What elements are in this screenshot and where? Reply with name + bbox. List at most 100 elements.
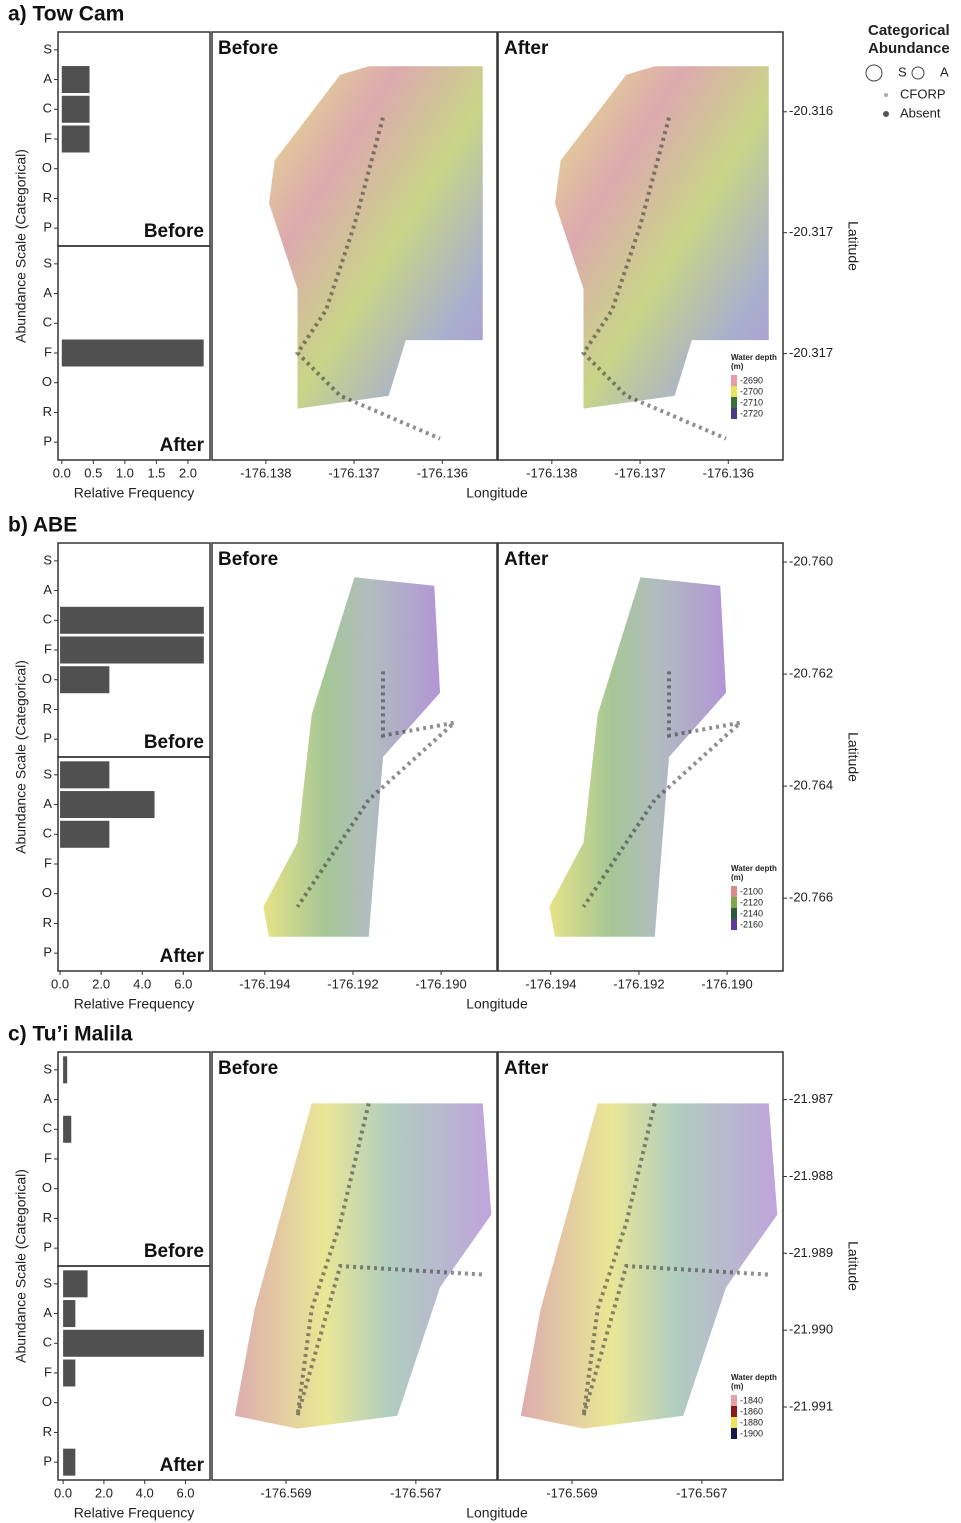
facet-panel [58, 1266, 210, 1480]
bar [63, 1449, 75, 1476]
y-tick-label: P [43, 1454, 52, 1469]
depth-tick-label: -2160 [740, 919, 763, 929]
legend-title: Categorical Abundance [868, 22, 961, 58]
x-tick-label: -176.190 [701, 976, 752, 991]
depth-tick-label: -2700 [740, 386, 763, 396]
y-tick-label: -20.317 [789, 224, 833, 239]
legend-marker [885, 94, 888, 97]
y-tick-label: -21.988 [789, 1168, 833, 1183]
x-tick-label: -176.138 [240, 465, 291, 480]
x-tick-label: -176.136 [417, 465, 468, 480]
x-tick-label: 4.0 [136, 1485, 154, 1500]
y-axis-label: Abundance Scale (Categorical) [13, 1169, 29, 1363]
bathymetry [269, 66, 483, 408]
x-tick-label: 0.5 [84, 465, 102, 480]
depth-swatch [731, 1406, 737, 1417]
depth-swatch [731, 886, 737, 897]
bar [63, 1330, 204, 1357]
y-axis-label: Latitude [845, 732, 861, 782]
x-tick-label: -176.190 [415, 976, 466, 991]
y-axis-label: Latitude [845, 221, 861, 271]
legend-marker [912, 67, 924, 79]
depth-legend-title: Water depth (m) [731, 1373, 779, 1391]
x-axis-label: Longitude [466, 485, 528, 501]
x-tick-label: 0.0 [51, 976, 69, 991]
y-tick-label: A [43, 285, 52, 300]
y-tick-label: -20.762 [789, 666, 833, 681]
depth-swatch [731, 1395, 737, 1406]
y-tick-label: S [43, 552, 52, 567]
x-tick-label: 1.0 [116, 465, 134, 480]
bar [60, 821, 109, 848]
bar [63, 1360, 75, 1387]
x-tick-label: -176.192 [327, 976, 378, 991]
bar [60, 761, 109, 788]
x-tick-label: 2.0 [92, 976, 110, 991]
x-tick-label: 2.0 [179, 465, 197, 480]
facet-label: After [160, 1455, 205, 1476]
x-tick-label: -176.567 [390, 1485, 441, 1500]
depth-legend-title: Water depth (m) [731, 864, 779, 882]
legend-label: CFORP [900, 86, 946, 101]
depth-tick-label: -2690 [740, 375, 763, 385]
y-tick-label: S [43, 1275, 52, 1290]
legend-label: Absent [900, 105, 941, 120]
y-tick-label: F [44, 855, 52, 870]
y-tick-label: S [43, 766, 52, 781]
x-axis-label: Longitude [466, 996, 528, 1012]
depth-swatch [731, 397, 737, 408]
y-tick-label: S [43, 41, 52, 56]
y-tick-label: P [43, 945, 52, 960]
y-tick-label: A [43, 796, 52, 811]
y-tick-label: F [44, 344, 52, 359]
x-tick-label: -176.567 [676, 1485, 727, 1500]
depth-tick-label: -2120 [740, 897, 763, 907]
y-tick-label: O [42, 374, 52, 389]
x-axis-label: Relative Frequency [74, 1505, 195, 1521]
y-tick-label: F [44, 1364, 52, 1379]
y-tick-label: A [43, 582, 52, 597]
y-tick-label: P [43, 220, 52, 235]
bar [62, 126, 90, 153]
depth-tick-label: -1880 [740, 1417, 763, 1427]
x-tick-label: 6.0 [176, 1485, 194, 1500]
y-tick-label: O [42, 160, 52, 175]
bar [63, 1300, 75, 1327]
x-tick-label: 4.0 [133, 976, 151, 991]
panel-title: c) Tu’i Malila [8, 1023, 133, 1046]
y-tick-label: R [43, 1210, 52, 1225]
facet-label: After [504, 549, 549, 570]
x-axis-label: Relative Frequency [74, 485, 195, 501]
depth-tick-label: -2140 [740, 908, 763, 918]
depth-tick-label: -1860 [740, 1406, 763, 1416]
legend-label: S [898, 64, 907, 79]
facet-label: After [160, 946, 205, 967]
y-tick-label: A [43, 1305, 52, 1320]
y-tick-label: -21.989 [789, 1245, 833, 1260]
depth-swatch [731, 408, 737, 419]
facet-label: Before [218, 38, 278, 59]
depth-swatch [731, 375, 737, 386]
y-tick-label: R [43, 190, 52, 205]
y-axis-label: Abundance Scale (Categorical) [13, 660, 29, 854]
y-tick-label: -21.990 [789, 1322, 833, 1337]
depth-swatch [731, 908, 737, 919]
y-tick-label: S [43, 255, 52, 270]
y-tick-label: O [42, 1180, 52, 1195]
y-tick-label: -20.316 [789, 103, 833, 118]
depth-swatch [731, 386, 737, 397]
y-tick-label: -20.764 [789, 778, 833, 793]
bar [63, 1270, 87, 1297]
depth-swatch [731, 919, 737, 930]
x-tick-label: -176.192 [613, 976, 664, 991]
facet-panel [58, 1052, 210, 1266]
y-tick-label: A [43, 1091, 52, 1106]
y-tick-label: S [43, 1061, 52, 1076]
x-tick-label: -176.194 [239, 976, 290, 991]
x-tick-label: 6.0 [174, 976, 192, 991]
depth-tick-label: -1900 [740, 1428, 763, 1438]
x-tick-label: -176.569 [546, 1485, 597, 1500]
x-tick-label: 1.5 [147, 465, 165, 480]
y-tick-label: C [43, 1335, 52, 1350]
bar [60, 791, 154, 818]
